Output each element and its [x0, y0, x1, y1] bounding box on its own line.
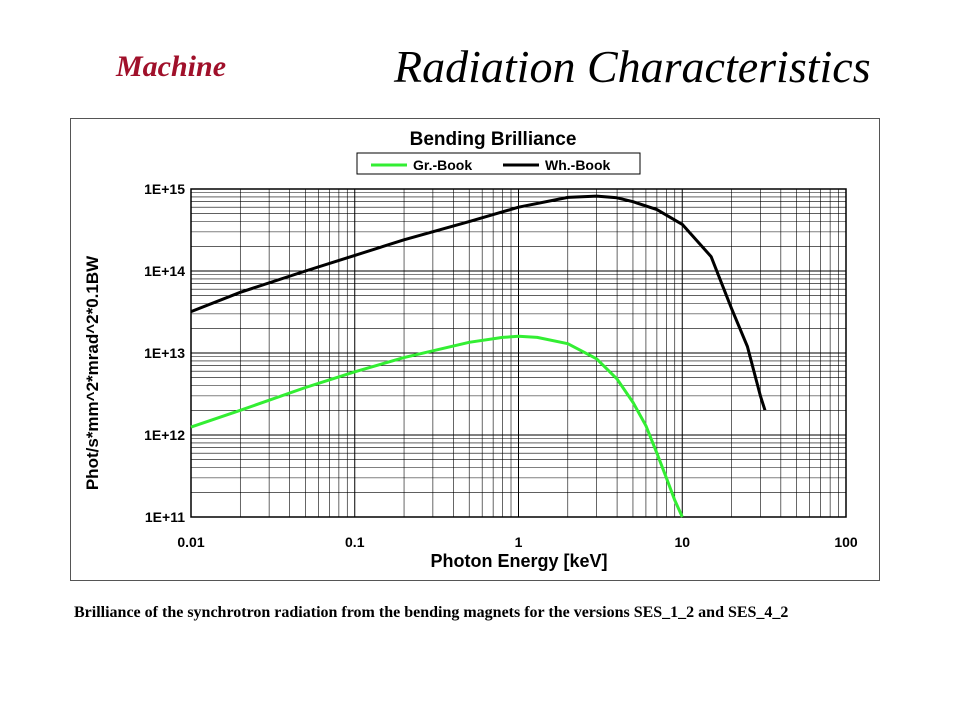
figure-caption: Brilliance of the synchrotron radiation …	[74, 604, 789, 621]
chart-title: Bending Brilliance	[410, 129, 577, 150]
y-axis-label: Phot/s*mm^2*mrad^2*0.1BW	[83, 255, 102, 490]
y-tick-label: 1E+15	[144, 181, 185, 197]
legend-label-wh-book: Wh.-Book	[545, 157, 611, 173]
slide-title: Radiation Characteristics	[394, 41, 871, 92]
y-tick-label: 1E+14	[144, 263, 185, 279]
y-tick-label: 1E+11	[145, 509, 185, 525]
x-axis-label: Photon Energy [keV]	[430, 551, 607, 571]
slide-section-label: Machine	[116, 50, 227, 83]
plot-area	[190, 188, 847, 518]
legend-label-gr-book: Gr.-Book	[413, 157, 472, 173]
series-lines	[190, 194, 767, 518]
x-tick-label: 0.1	[345, 534, 365, 550]
chart-frame: Bending Brilliance Gr.-Book Wh.-Book 1E+…	[70, 118, 880, 581]
x-tick-label: 100	[834, 534, 858, 550]
y-tick-label: 1E+12	[144, 427, 185, 443]
x-tick-label: 0.01	[177, 534, 204, 550]
x-tick-labels: 0.01 0.1 1 10 100	[177, 534, 858, 550]
brilliance-chart: Bending Brilliance Gr.-Book Wh.-Book 1E+…	[83, 129, 858, 571]
series-line-gr-book	[190, 334, 684, 518]
y-tick-labels: 1E+11 1E+12 1E+13 1E+14 1E+15	[144, 181, 185, 525]
x-tick-label: 1	[515, 534, 523, 550]
series-line-wh-book	[190, 194, 767, 411]
chart-legend: Gr.-Book Wh.-Book	[356, 152, 641, 175]
y-tick-label: 1E+13	[144, 345, 185, 361]
x-tick-label: 10	[674, 534, 690, 550]
